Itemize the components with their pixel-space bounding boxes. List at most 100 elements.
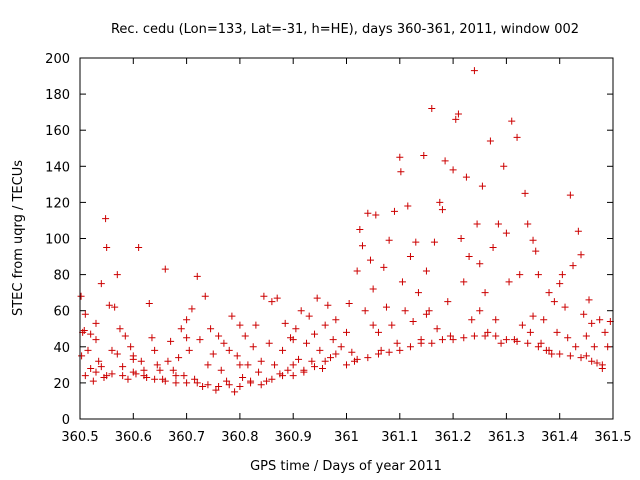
data-point-plus: [580, 310, 588, 318]
data-point-plus: [524, 220, 532, 228]
data-point-plus: [545, 346, 553, 354]
data-point-plus: [446, 332, 454, 340]
data-point-plus: [255, 368, 263, 376]
data-point-plus: [428, 105, 436, 113]
data-point-plus: [532, 247, 540, 255]
x-tick-label: 360.6: [115, 430, 152, 445]
data-point-plus: [521, 189, 529, 197]
data-point-plus: [588, 319, 596, 327]
data-point-plus: [271, 361, 279, 369]
data-point-plus: [550, 298, 558, 306]
data-point-plus: [185, 346, 193, 354]
data-point-plus: [297, 307, 305, 315]
data-point-plus: [361, 307, 369, 315]
data-point-plus: [84, 346, 92, 354]
data-point-plus: [324, 301, 332, 309]
data-point-plus: [430, 238, 438, 246]
data-point-plus: [449, 336, 457, 344]
data-point-plus: [422, 310, 430, 318]
data-point-plus: [92, 336, 100, 344]
data-point-plus: [175, 354, 183, 362]
data-point-plus: [113, 271, 121, 279]
data-point-plus: [529, 312, 537, 320]
data-point-plus: [201, 292, 209, 300]
data-point-plus: [77, 292, 85, 300]
data-point-plus: [598, 361, 606, 369]
data-point-plus: [569, 262, 577, 270]
y-tick-label: 60: [53, 305, 70, 320]
data-point-plus: [577, 251, 585, 259]
data-point-plus: [108, 346, 116, 354]
data-point-plus: [215, 332, 223, 340]
data-point-plus: [151, 346, 159, 354]
data-point-plus: [537, 339, 545, 347]
data-point-plus: [124, 375, 132, 383]
data-point-plus: [305, 312, 313, 320]
data-point-plus: [454, 110, 462, 118]
data-point-plus: [566, 352, 574, 360]
data-point-plus: [273, 294, 281, 302]
data-point-plus: [508, 117, 516, 125]
data-point-plus: [500, 162, 508, 170]
data-point-plus: [279, 346, 287, 354]
data-point-plus: [385, 348, 393, 356]
data-point-plus: [289, 336, 297, 344]
data-point-plus: [369, 285, 377, 293]
data-point-plus: [462, 173, 470, 181]
data-point-plus: [358, 242, 366, 250]
data-point-plus: [161, 265, 169, 273]
data-point-plus: [164, 357, 172, 365]
data-point-plus: [284, 366, 292, 374]
x-tick-label: 360.8: [221, 430, 258, 445]
data-point-plus: [241, 332, 249, 340]
data-point-plus: [372, 211, 380, 219]
data-point-plus: [356, 225, 364, 233]
data-point-plus: [564, 334, 572, 342]
data-point-plus: [484, 328, 492, 336]
data-point-plus: [183, 316, 191, 324]
data-point-plus: [257, 381, 265, 389]
data-point-plus: [327, 354, 335, 362]
data-point-plus: [468, 316, 476, 324]
data-point-plus: [353, 267, 361, 275]
data-point-plus: [398, 278, 406, 286]
y-tick-label: 200: [45, 52, 70, 67]
data-point-plus: [465, 253, 473, 261]
data-point-plus: [137, 357, 145, 365]
data-point-plus: [374, 350, 382, 358]
x-tick-label: 361: [334, 430, 359, 445]
data-point-plus: [316, 346, 324, 354]
data-point-plus: [486, 137, 494, 145]
data-point-plus: [183, 379, 191, 387]
data-point-plus: [204, 361, 212, 369]
data-point-plus: [172, 372, 180, 380]
data-point-plus: [252, 321, 260, 329]
data-point-plus: [233, 352, 241, 360]
data-point-plus: [289, 361, 297, 369]
data-point-plus: [364, 209, 372, 217]
data-point-plus: [332, 350, 340, 358]
data-point-plus: [103, 372, 111, 380]
data-point-plus: [236, 321, 244, 329]
data-point-plus: [102, 215, 110, 223]
y-tick-label: 80: [53, 269, 70, 284]
axis-ticks: 360.5 360.6 360.7 360.8 360.9 361 361.1 361.2 36…: [45, 52, 631, 445]
data-point-plus: [566, 191, 574, 199]
data-point-plus: [135, 244, 143, 252]
data-point-plus: [404, 202, 412, 210]
y-tick-label: 20: [53, 377, 70, 392]
data-point-plus: [505, 278, 513, 286]
data-point-plus: [502, 229, 510, 237]
data-point-plus: [545, 289, 553, 297]
data-point-plus: [470, 332, 478, 340]
y-tick-label: 40: [53, 341, 70, 356]
data-point-plus: [247, 377, 255, 385]
data-point-plus: [268, 298, 276, 306]
data-point-plus: [345, 299, 353, 307]
data-point-plus: [420, 151, 428, 159]
data-point-plus: [604, 343, 612, 351]
y-tick-label: 140: [45, 160, 70, 175]
data-point-plus: [366, 256, 374, 264]
data-point-plus: [193, 379, 201, 387]
data-point-plus: [321, 321, 329, 329]
